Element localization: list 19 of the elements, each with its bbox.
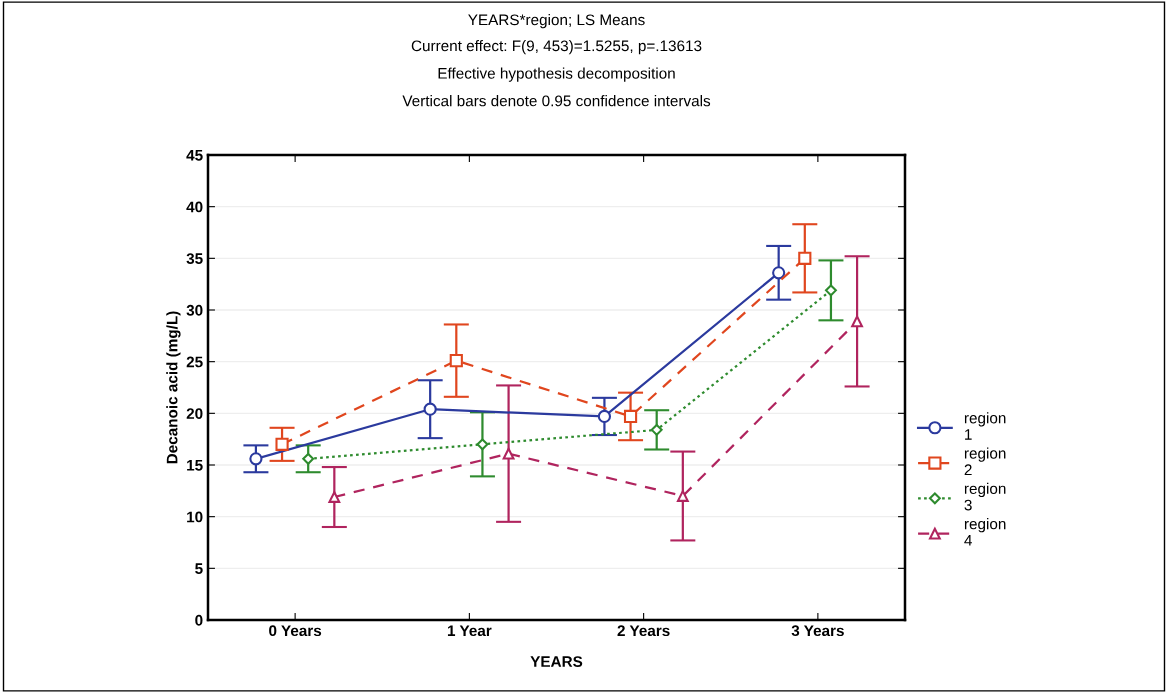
y-tick-label: 30 [186,304,203,316]
x-tick-label: 0 Years [269,625,322,637]
y-axis-title: Decanoic acid (mg/L) [166,311,181,464]
y-tick-label: 35 [186,253,203,265]
x-tick-label: 2 Years [617,625,670,637]
legend-label: region 4 [964,518,1006,546]
x-tick-label: 3 Years [791,625,844,637]
y-tick-label: 15 [187,460,203,471]
y-tick-label: 40 [186,201,203,213]
y-tick-label: 10 [187,511,203,523]
y-tick-label: 0 [195,614,203,626]
y-tick-label: 5 [195,563,203,575]
y-tick-label: 45 [186,150,203,161]
chart-title: YEARS*region; LS Means [468,14,645,29]
y-tick-label: 20 [186,408,203,420]
x-axis-title: YEARS [530,656,583,667]
x-tick-label: 1 Year [447,625,492,637]
chart-subtitle: Current effect: F(9, 453)=1.5255, p=.13613 Effective hypothesis decomposition Vertical bars denote 0.95 confidence intervals [402,40,711,107]
y-tick-label: 25 [186,356,203,368]
